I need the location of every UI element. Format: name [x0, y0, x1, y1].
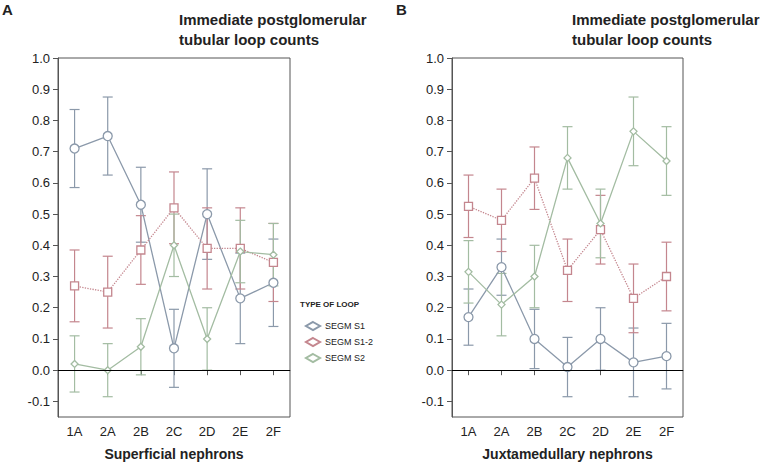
svg-text:0.8: 0.8 — [426, 113, 444, 128]
svg-text:0.8: 0.8 — [32, 113, 50, 128]
svg-text:0.4: 0.4 — [32, 238, 50, 253]
svg-text:2E: 2E — [626, 424, 642, 439]
svg-text:Immediate postglomerular: Immediate postglomerular — [179, 11, 367, 28]
svg-text:0.2: 0.2 — [32, 300, 50, 315]
svg-text:2D: 2D — [199, 424, 216, 439]
svg-text:2D: 2D — [592, 424, 609, 439]
svg-text:1A: 1A — [67, 424, 83, 439]
svg-text:2F: 2F — [659, 424, 674, 439]
svg-text:B: B — [396, 1, 407, 18]
svg-text:Immediate postglomerular: Immediate postglomerular — [572, 11, 760, 28]
svg-text:TYPE OF LOOP: TYPE OF LOOP — [300, 300, 360, 309]
svg-text:SEGM S2: SEGM S2 — [325, 353, 365, 363]
svg-text:tubular loop counts: tubular loop counts — [179, 31, 319, 48]
svg-text:0.7: 0.7 — [426, 144, 444, 159]
svg-text:2A: 2A — [100, 424, 116, 439]
svg-text:tubular loop counts: tubular loop counts — [572, 31, 712, 48]
svg-text:SEGM S1: SEGM S1 — [325, 321, 365, 331]
svg-text:0.5: 0.5 — [32, 207, 50, 222]
svg-text:-0.1: -0.1 — [422, 394, 444, 409]
svg-text:Juxtamedullary nephrons: Juxtamedullary nephrons — [482, 446, 653, 462]
svg-text:-0.1: -0.1 — [28, 394, 50, 409]
svg-text:0.0: 0.0 — [32, 363, 50, 378]
svg-text:0.6: 0.6 — [32, 175, 50, 190]
svg-text:2E: 2E — [232, 424, 248, 439]
svg-text:0.3: 0.3 — [32, 269, 50, 284]
svg-text:0.0: 0.0 — [426, 363, 444, 378]
svg-text:0.7: 0.7 — [32, 144, 50, 159]
svg-text:1.0: 1.0 — [426, 51, 444, 66]
svg-text:2A: 2A — [494, 424, 510, 439]
svg-text:1.0: 1.0 — [32, 51, 50, 66]
svg-text:0.9: 0.9 — [426, 82, 444, 97]
svg-text:0.2: 0.2 — [426, 300, 444, 315]
svg-text:SEGM S1-2: SEGM S1-2 — [325, 337, 373, 347]
svg-text:2B: 2B — [133, 424, 149, 439]
svg-text:0.4: 0.4 — [426, 238, 444, 253]
svg-text:0.1: 0.1 — [426, 331, 444, 346]
svg-text:0.1: 0.1 — [32, 331, 50, 346]
svg-text:2B: 2B — [527, 424, 543, 439]
svg-text:2F: 2F — [266, 424, 281, 439]
svg-text:0.3: 0.3 — [426, 269, 444, 284]
svg-text:Superficial nephrons: Superficial nephrons — [104, 446, 243, 462]
svg-text:1A: 1A — [461, 424, 477, 439]
svg-text:0.6: 0.6 — [426, 175, 444, 190]
svg-text:2C: 2C — [559, 424, 576, 439]
svg-text:0.5: 0.5 — [426, 207, 444, 222]
svg-text:0.9: 0.9 — [32, 82, 50, 97]
svg-text:2C: 2C — [166, 424, 183, 439]
svg-text:A: A — [2, 1, 13, 18]
